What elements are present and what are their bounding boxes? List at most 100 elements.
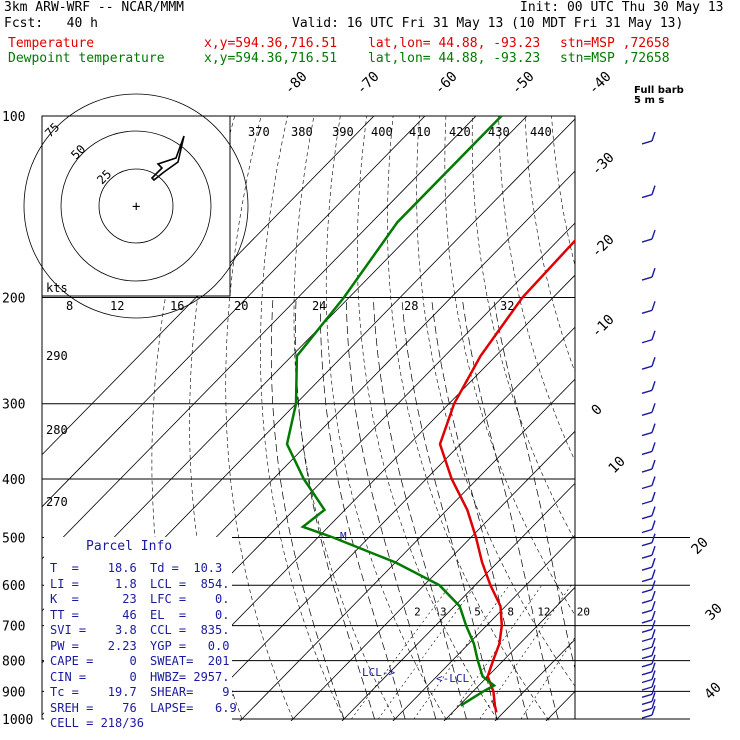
pressure-label: 300 [2, 398, 25, 413]
wind-barb-feather [651, 459, 656, 470]
isotherm-line [137, 274, 575, 721]
moist-adiabat [320, 297, 406, 720]
wind-barb-feather [651, 506, 656, 516]
pressure-label: 100 [2, 110, 25, 125]
wind-barb-feather [651, 677, 656, 688]
dry-adiabat [357, 116, 499, 721]
wind-barb [641, 140, 653, 145]
speed-tick-label: 12 [110, 299, 124, 313]
wind-barb-feather [651, 520, 656, 530]
dry-adiabat [444, 116, 575, 616]
parcel-row-left: LI = 1.8 [50, 576, 137, 591]
wind-barb-feather [651, 557, 656, 568]
parcel-row-right: Td = 10.3 [150, 561, 223, 575]
pressure-label: 500 [2, 531, 25, 546]
temperature-tick-label: -70 [354, 69, 383, 98]
wind-barb-feather [651, 423, 656, 433]
theta-tick-label: 380 [291, 125, 313, 139]
moist-adiabat [401, 297, 498, 720]
dry-adiabat [524, 116, 575, 373]
wind-barb [641, 577, 653, 583]
wind-barb-feather [651, 654, 656, 665]
wind-barb [641, 238, 653, 243]
isotherm-line [341, 482, 575, 721]
dry-adiabat [293, 116, 397, 721]
wind-barb [641, 686, 653, 691]
wind-barb-feather [651, 670, 656, 680]
legend-temperature: Temperature [8, 36, 95, 51]
wind-barb-feather [651, 491, 656, 502]
pressure-label: 800 [2, 655, 25, 670]
mixing-ratio-line [351, 585, 451, 720]
speed-tick-label: 28 [404, 299, 418, 313]
wind-barb [641, 678, 653, 684]
wind-barb [641, 339, 653, 344]
dry-adiabat [416, 116, 575, 687]
parcel-info-panel: Parcel Info T = 18.6 Td = 10.3 LI = 1.8 LCL… [44, 537, 237, 730]
wind-barb-feather [651, 545, 656, 556]
isotherm-line [443, 586, 575, 721]
temperature-tick-label: -50 [509, 69, 538, 98]
isotherm-line [494, 638, 575, 721]
parcel-title: Parcel Info [86, 539, 173, 554]
wind-barb [641, 628, 653, 633]
mixing-ratio-label: 8 [507, 606, 514, 619]
hodograph-box [41, 115, 231, 297]
wind-barb-feather [651, 229, 656, 240]
legend-temperature-stn: stn=MSP ,72658 [560, 36, 670, 51]
wind-barb-feather [651, 403, 656, 413]
forecast-hour: Fcst: 40 h [4, 16, 98, 31]
parcel-row: PW = 2.23 YGP = 0.0 [50, 639, 237, 655]
theta-tick-label: 390 [332, 125, 354, 139]
legend-dewpoint-stn: stn=MSP ,72658 [560, 51, 670, 66]
moist-adiabat [372, 297, 467, 720]
parcel-row-left: T = 18.6 [50, 561, 137, 575]
pressure-label: 1000 [2, 713, 33, 728]
wind-barb [641, 193, 653, 199]
wind-barb [641, 588, 653, 594]
dry-adiabat [325, 116, 448, 721]
parcel-row: LI = 1.8 LCL = 854. [50, 577, 237, 593]
dry-adiabat [471, 116, 575, 542]
theta-side-label: 290 [46, 349, 68, 363]
barb-label-unit: 5 m s [634, 95, 665, 106]
wind-barb-feather [651, 330, 656, 340]
wind-barb-feather [651, 685, 656, 695]
speed-tick-label: 24 [312, 299, 326, 313]
pressure-label: 700 [2, 620, 25, 635]
wind-barb [641, 566, 653, 571]
isotherm-line [392, 534, 575, 721]
wind-barb [641, 707, 653, 712]
moist-adiabat [270, 297, 345, 720]
mixing-ratio-line [520, 636, 575, 720]
parcel-row: T = 18.6 Td = 10.3 [50, 561, 237, 577]
mixing-ratio-line [378, 585, 476, 720]
wind-barb-feather [651, 600, 656, 611]
temperature-tick-label: -80 [282, 69, 311, 98]
parcel-row-left: CAPE = 0 [50, 654, 137, 668]
theta-tick-label: 420 [449, 125, 471, 139]
wind-barb-feather [651, 620, 656, 630]
mixing-ratio-label: 20 [577, 606, 590, 619]
parcel-row-left: CIN = 0 [50, 669, 137, 684]
parcel-row-right: CCL = 835. [150, 623, 230, 637]
wind-barb-feather [651, 476, 656, 486]
theta-tick-label: 370 [248, 125, 270, 139]
isotherm-line [42, 116, 375, 456]
parcel-row-right: SHEAR= 9. [150, 685, 237, 699]
lcl-label-left: LCL-> [362, 666, 395, 679]
wind-barb-feather [651, 267, 656, 278]
wind-barb-feather [651, 357, 656, 367]
mixing-ratio-label: 2 [414, 606, 421, 619]
wind-barb [641, 450, 653, 456]
parcel-row: CAPE = 0 SWEAT= 201 [50, 654, 237, 670]
wind-barb [641, 700, 653, 706]
valid-time: Valid: 16 UTC Fri 31 May 13 (10 MDT Fri … [292, 16, 684, 31]
parcel-row-left: SVI = 3.8 [50, 623, 137, 637]
legend-dewpoint: Dewpoint temperature [8, 51, 165, 66]
wind-barb-feather [651, 131, 656, 142]
parcel-row: K = 23 LFC = 0. [50, 592, 237, 608]
wind-barb [641, 619, 653, 624]
parcel-row: Tc = 19.7 SHEAR= 9. [50, 685, 237, 701]
wind-barb [641, 468, 653, 473]
